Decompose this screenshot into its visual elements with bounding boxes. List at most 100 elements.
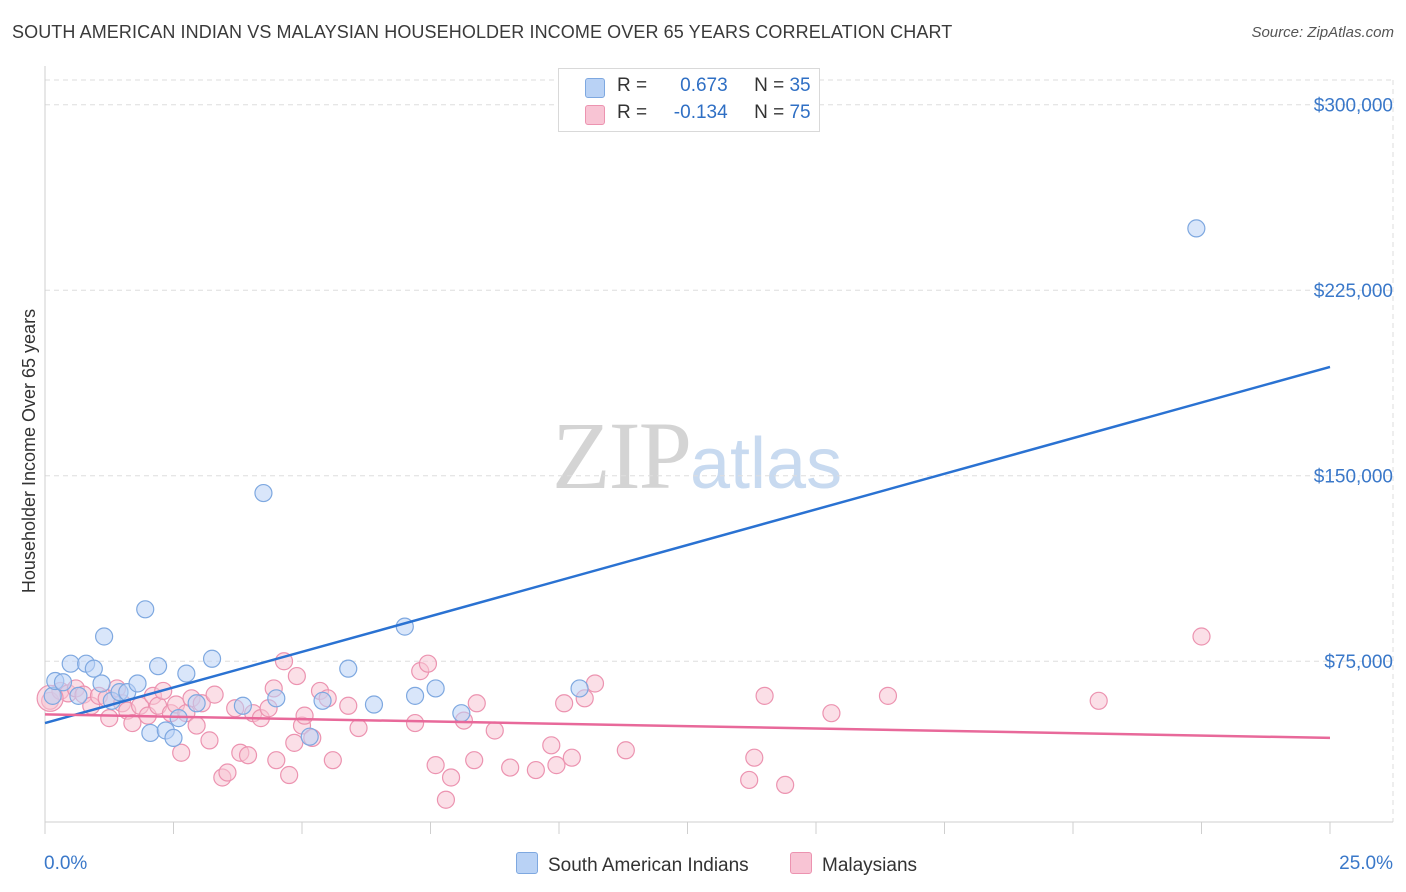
south-american-indian-point [364, 695, 384, 714]
n-label: N = [754, 102, 785, 123]
n-label: N = [754, 75, 785, 96]
malaysian-point [123, 713, 142, 733]
malaysian-point [187, 716, 206, 735]
south-american-indian-point [254, 483, 273, 503]
n-value-pink: 75 [789, 102, 811, 123]
malaysian-point [436, 790, 456, 809]
r-label: R = [617, 102, 648, 123]
zipatlas-watermark: ZIPatlas [552, 400, 842, 511]
south-american-indian-point [570, 679, 589, 698]
n-value-blue: 35 [789, 75, 811, 96]
blue-trend-line [44, 365, 1331, 725]
malaysian-point [405, 713, 425, 733]
malaysian-point [616, 741, 635, 760]
south-american-indian-point [426, 679, 445, 698]
south-american-indian-point [177, 664, 196, 683]
south-american-indian-point [339, 659, 358, 678]
malaysian-point [485, 721, 504, 740]
malaysian-point [100, 709, 119, 728]
r-value-pink: -0.134 [673, 102, 728, 123]
malaysian-point [349, 718, 368, 738]
blue-swatch-icon [585, 78, 605, 98]
source-label[interactable]: Source: ZipAtlas.com [1251, 24, 1394, 41]
x-tick-label-min: 0.0% [44, 853, 87, 874]
malaysian-point [1192, 627, 1211, 646]
malaysian-point [822, 704, 841, 723]
malaysian-point [465, 751, 484, 770]
south-american-indian-point [233, 696, 252, 715]
malaysian-point [755, 686, 774, 705]
watermark-zip: ZIP [552, 402, 692, 509]
malaysian-point [585, 674, 605, 693]
grid-lines [45, 79, 1394, 822]
r-label: R = [617, 75, 648, 96]
pink-trend-line [44, 713, 1331, 740]
south-american-indian-point [141, 723, 160, 743]
trend-lines [44, 365, 1331, 740]
south-american-indian-point [187, 694, 206, 713]
y-tick-label: $75,000 [1324, 652, 1393, 673]
legend-south-american-indians[interactable]: South American Indians [516, 852, 749, 877]
malaysian-point [547, 756, 566, 775]
malaysian-point [878, 686, 898, 705]
south-american-indian-point [452, 704, 471, 723]
malaysian-point [555, 694, 574, 713]
malaysian-point [280, 765, 299, 785]
chart-title: SOUTH AMERICAN INDIAN VS MALAYSIAN HOUSE… [12, 22, 953, 42]
south-american-indian-point [164, 728, 183, 748]
malaysian-point [205, 685, 224, 704]
malaysian-point [526, 760, 545, 780]
malaysian-point [745, 748, 764, 767]
x-tick-label-max: 25.0% [1339, 853, 1393, 874]
south-american-indian-point [69, 686, 88, 705]
south-american-indian-point [1187, 219, 1206, 238]
malaysian-point [562, 748, 581, 767]
malaysian-point [295, 706, 314, 725]
malaysian-point [339, 696, 358, 715]
south-american-indian-point [84, 659, 103, 678]
legend-malaysians[interactable]: Malaysians [790, 852, 917, 877]
correlation-legend: R = 0.673 N = 35 R = -0.134 N = 75 [558, 68, 820, 132]
malaysian-point [238, 746, 258, 765]
south-american-indian-point [405, 686, 425, 705]
south-american-indian-point [92, 674, 111, 693]
y-tick-label: $225,000 [1314, 281, 1393, 302]
series-name: Malaysians [822, 855, 918, 876]
malaysian-point [426, 756, 445, 775]
south-american-indians-points [43, 219, 1206, 748]
y-axis-title: Householder Income Over 65 years [19, 309, 39, 593]
south-american-indian-point [300, 727, 319, 746]
r-value-blue: 0.673 [680, 75, 728, 96]
south-american-indian-point [53, 673, 73, 692]
south-american-indian-point [95, 627, 114, 646]
pink-swatch-icon [585, 105, 605, 125]
y-tick-label: $300,000 [1314, 96, 1393, 117]
malaysian-point [200, 731, 219, 750]
malaysian-point [323, 751, 342, 770]
series-name: South American Indians [548, 855, 749, 876]
malaysian-point [218, 763, 237, 782]
south-american-indian-point [313, 691, 332, 710]
malaysian-point [172, 743, 191, 762]
legend-text: R = -0.134 N = 75 [617, 102, 811, 124]
axis-labels: $75,000 $150,000 $225,000 $300,000 0.0% 25.0%… [19, 96, 1393, 874]
blue-swatch-icon [516, 852, 538, 874]
malaysian-point [285, 733, 304, 752]
south-american-indian-point [128, 674, 147, 693]
malaysian-point [740, 770, 759, 790]
malaysian-point [287, 666, 306, 686]
y-tick-label: $150,000 [1314, 467, 1393, 488]
malaysian-point [467, 694, 486, 713]
pink-swatch-icon [790, 852, 812, 874]
watermark-atlas: atlas [690, 424, 843, 504]
south-american-indian-point [148, 657, 168, 676]
malaysian-point [776, 775, 795, 795]
malaysian-point [267, 751, 286, 770]
legend-text: R = 0.673 N = 35 [617, 75, 811, 97]
malaysian-point [501, 758, 520, 777]
south-american-indian-point [267, 689, 286, 708]
malaysian-point [418, 654, 438, 673]
south-american-indian-point [61, 654, 80, 673]
malaysian-point [1089, 691, 1108, 710]
